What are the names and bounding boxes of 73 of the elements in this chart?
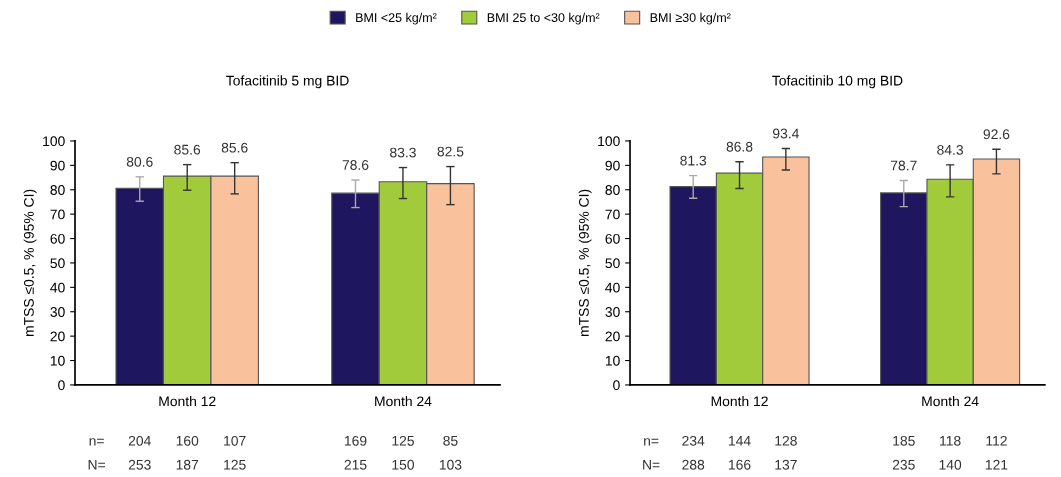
text: 125 bbox=[392, 435, 414, 446]
text: 107 bbox=[224, 435, 246, 446]
y-tick-label: 20 bbox=[605, 331, 620, 342]
data-label: 78.6 bbox=[342, 160, 369, 170]
data-label: 82.5 bbox=[437, 146, 464, 157]
y-tick-label: 70 bbox=[50, 209, 65, 220]
text: N= bbox=[643, 459, 660, 470]
data-label: 80.6 bbox=[126, 156, 153, 167]
x-tick-label: Month 24 bbox=[375, 396, 432, 407]
y-tick-label: 0 bbox=[58, 380, 65, 391]
y-tick-label: 100 bbox=[598, 136, 620, 147]
y-tick-label: 40 bbox=[50, 282, 65, 293]
text: 234 bbox=[682, 435, 705, 446]
text: n= bbox=[644, 438, 659, 446]
text: 187 bbox=[176, 459, 199, 470]
y-tick-label: 90 bbox=[605, 160, 620, 171]
y-axis-title: mTSS ≤0.5, % (95% CI) bbox=[23, 189, 37, 337]
text: 112 bbox=[986, 435, 1007, 446]
y-tick-label: 60 bbox=[50, 233, 65, 244]
x-tick-label: Month 12 bbox=[159, 396, 216, 407]
text: 118 bbox=[940, 435, 961, 446]
data-label: 85.6 bbox=[174, 144, 201, 155]
text: 103 bbox=[439, 459, 462, 470]
text: 128 bbox=[775, 435, 797, 446]
x-tick-label: Month 24 bbox=[922, 396, 979, 407]
text: N= bbox=[88, 459, 105, 470]
text: 150 bbox=[392, 459, 414, 470]
text: n= bbox=[89, 438, 104, 446]
legend-label: BMI ≥30 kg/m² bbox=[650, 12, 731, 25]
y-tick-label: 40 bbox=[605, 282, 620, 293]
text: 144 bbox=[729, 436, 751, 446]
data-label: 86.8 bbox=[726, 141, 753, 152]
text: 185 bbox=[893, 435, 915, 446]
y-tick-label: 70 bbox=[605, 209, 620, 220]
y-tick-label: 20 bbox=[50, 331, 65, 342]
y-tick-label: 30 bbox=[50, 307, 65, 317]
chart-title: Tofacitinib 10 mg BID bbox=[772, 75, 903, 89]
text: 85 bbox=[443, 435, 458, 446]
y-tick-label: 60 bbox=[605, 233, 620, 244]
text: 160 bbox=[176, 435, 199, 446]
y-tick-label: 10 bbox=[50, 355, 65, 366]
y-tick-label: 80 bbox=[605, 185, 620, 195]
text: 140 bbox=[939, 459, 962, 470]
chart-title: Tofacitinib 5 mg BID bbox=[226, 75, 349, 89]
data-label: 84.3 bbox=[937, 144, 964, 155]
text: 204 bbox=[128, 435, 151, 446]
data-label: 78.7 bbox=[890, 160, 917, 171]
data-label: 92.6 bbox=[983, 129, 1010, 140]
data-label: 93.4 bbox=[772, 128, 799, 139]
text: 169 bbox=[344, 435, 367, 446]
text: 215 bbox=[344, 459, 367, 470]
y-axis-title: mTSS ≤0.5, % (95% CI) bbox=[578, 189, 592, 337]
y-tick-label: 0 bbox=[613, 380, 620, 391]
text: 137 bbox=[775, 459, 797, 470]
y-tick-label: 100 bbox=[43, 136, 65, 147]
text: 121 bbox=[985, 459, 1008, 470]
text: 288 bbox=[682, 459, 705, 470]
data-label: 85.6 bbox=[221, 142, 248, 153]
y-tick-label: 30 bbox=[605, 307, 620, 317]
text: 125 bbox=[224, 459, 246, 470]
data-label: 83.3 bbox=[390, 147, 416, 158]
y-tick-label: 90 bbox=[50, 160, 65, 171]
legend-label: BMI <25 kg/m² bbox=[356, 12, 437, 25]
legend-label: BMI 25 to <30 kg/m² bbox=[487, 12, 600, 25]
text: 253 bbox=[128, 459, 151, 470]
y-tick-label: 50 bbox=[605, 258, 620, 269]
text: 235 bbox=[892, 459, 915, 470]
data-label: 81.3 bbox=[680, 155, 707, 166]
x-tick-label: Month 12 bbox=[711, 396, 768, 407]
y-tick-label: 50 bbox=[50, 258, 65, 269]
y-tick-label: 10 bbox=[605, 355, 620, 366]
text: 166 bbox=[729, 459, 751, 470]
y-tick-label: 80 bbox=[50, 185, 65, 195]
